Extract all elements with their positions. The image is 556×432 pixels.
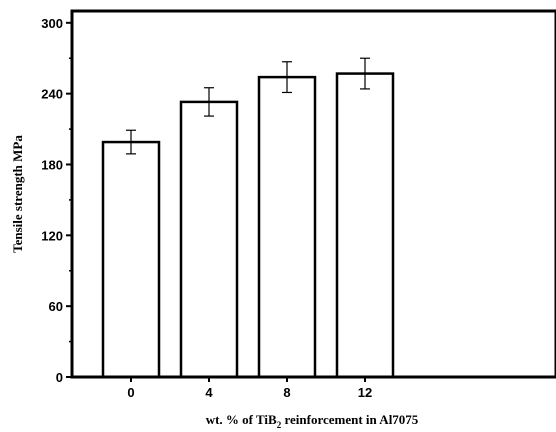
x-axis-title-subscript: 2 bbox=[277, 420, 282, 430]
x-tick-label-8: 8 bbox=[283, 385, 290, 400]
x-tick-label-0: 0 bbox=[127, 385, 134, 400]
bar-12 bbox=[335, 72, 395, 379]
error-bars bbox=[126, 57, 370, 155]
bars bbox=[101, 72, 395, 379]
x-tick-label-12: 12 bbox=[358, 385, 372, 400]
plot-frame bbox=[70, 9, 556, 379]
y-tick-label-240: 240 bbox=[41, 87, 63, 102]
y-axis-title: Tensile strength MPa bbox=[10, 135, 25, 253]
y-tick-label-300: 300 bbox=[41, 16, 63, 31]
y-tick-label-60: 60 bbox=[49, 299, 63, 314]
y-axis-ticks: 0 60 120 180 240 300 bbox=[41, 16, 72, 385]
x-axis-ticks: 0 4 8 12 bbox=[127, 377, 372, 400]
bar-4 bbox=[179, 100, 239, 379]
x-tick-label-4: 4 bbox=[205, 385, 213, 400]
y-tick-label-120: 120 bbox=[41, 228, 63, 243]
y-tick-label-0: 0 bbox=[56, 370, 63, 385]
bar-8 bbox=[257, 75, 317, 379]
bar-0 bbox=[101, 140, 161, 379]
x-axis-title-suffix: reinforcement in Al7075 bbox=[281, 412, 419, 427]
x-axis-title: wt. % of TiB2 reinforcement in Al7075 bbox=[206, 412, 419, 430]
x-axis-title-prefix: wt. % of TiB bbox=[206, 412, 277, 427]
y-tick-label-180: 180 bbox=[41, 157, 63, 172]
